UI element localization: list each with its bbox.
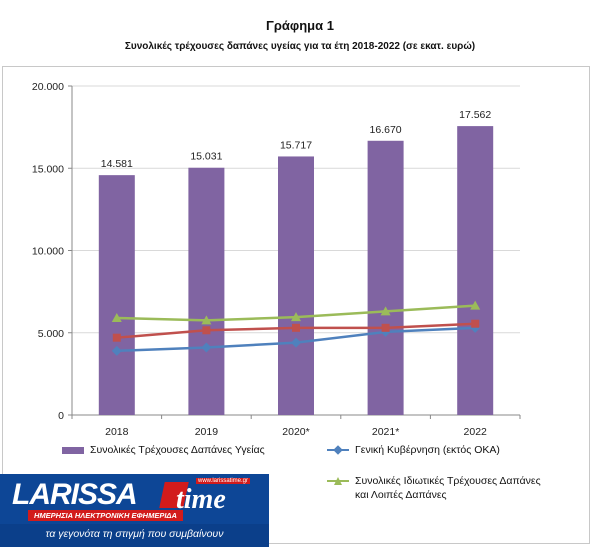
series-point-triangle xyxy=(111,312,122,322)
series-point-square xyxy=(471,319,480,328)
series-point-triangle xyxy=(201,315,212,325)
series-point-square xyxy=(112,333,121,342)
x-tick-label: 2022 xyxy=(464,426,488,438)
chart-subtitle: Συνολικές τρέχουσες δαπάνες υγείας για τ… xyxy=(124,41,476,52)
legend-label-private-expenditure: Συνολικές Ιδιωτικές Τρέχουσες Δαπάνες κα… xyxy=(355,475,541,501)
x-tick-label: 2018 xyxy=(105,426,129,438)
legend-swatch-private-expenditure xyxy=(327,475,349,487)
bar-data-label: 16.670 xyxy=(370,124,402,136)
bar-2020* xyxy=(278,156,314,415)
banner-motto: τα γεγονότα τη στιγμή που συμβαίνουν xyxy=(45,528,224,540)
series-point-diamond xyxy=(111,345,122,356)
series-point-triangle xyxy=(380,306,391,316)
legend-item-private-expenditure: Συνολικές Ιδιωτικές Τρέχουσες Δαπάνες κα… xyxy=(327,474,541,502)
legend-item-general-government: Γενική Κυβέρνηση (εκτός ΟΚΑ) xyxy=(327,443,500,457)
legend-item-bars: Συνολικές Τρέχουσες Δαπάνες Υγείας xyxy=(62,443,265,457)
chart-title: Γράφημα 1 xyxy=(266,18,334,33)
y-tick-label: 20.000 xyxy=(32,81,64,93)
banner-tagline: ΗΜΕΡΗΣΙΑ ΗΛΕΚΤΡΟΝΙΚΗ ΕΦΗΜΕΡΙΔΑ xyxy=(28,510,183,521)
x-tick-label: 2021* xyxy=(372,426,399,438)
banner-logo-time: time xyxy=(176,484,226,515)
legend-swatch-bars xyxy=(62,447,84,454)
legend-label-general-government: Γενική Κυβέρνηση (εκτός ΟΚΑ) xyxy=(355,444,500,456)
series-point-triangle xyxy=(470,300,481,310)
series-point-square xyxy=(381,323,390,332)
series-point-diamond xyxy=(201,342,212,353)
bar-2021* xyxy=(367,140,404,415)
series-point-square xyxy=(202,326,211,335)
bar-2018 xyxy=(98,175,135,415)
bar-data-label: 15.031 xyxy=(190,151,222,163)
series-point-triangle xyxy=(291,312,301,322)
bar-data-label: 14.581 xyxy=(101,158,133,170)
series-point-diamond xyxy=(291,337,301,348)
x-tick-label: 2020* xyxy=(282,426,309,438)
bar-data-label: 17.562 xyxy=(459,109,491,121)
y-tick-label: 15.000 xyxy=(32,163,64,175)
y-tick-label: 10.000 xyxy=(32,246,64,258)
y-tick-label: 5.000 xyxy=(38,328,64,340)
legend-label-bars: Συνολικές Τρέχουσες Δαπάνες Υγείας xyxy=(90,444,265,456)
bar-2019 xyxy=(188,167,225,415)
banner-url[interactable]: www.larissatime.gr xyxy=(196,478,251,484)
y-tick-label: 0 xyxy=(58,410,64,422)
banner-logo-text: LARISSA xyxy=(12,478,138,511)
bar-data-label: 15.717 xyxy=(280,139,312,151)
legend-swatch-general-government xyxy=(327,444,349,456)
series-point-square xyxy=(292,323,300,332)
larissatime-banner[interactable]: LARISSA time www.larissatime.gr ΗΜΕΡΗΣΙΑ… xyxy=(0,474,269,547)
bar-2022 xyxy=(457,126,494,415)
x-tick-label: 2019 xyxy=(195,426,219,438)
